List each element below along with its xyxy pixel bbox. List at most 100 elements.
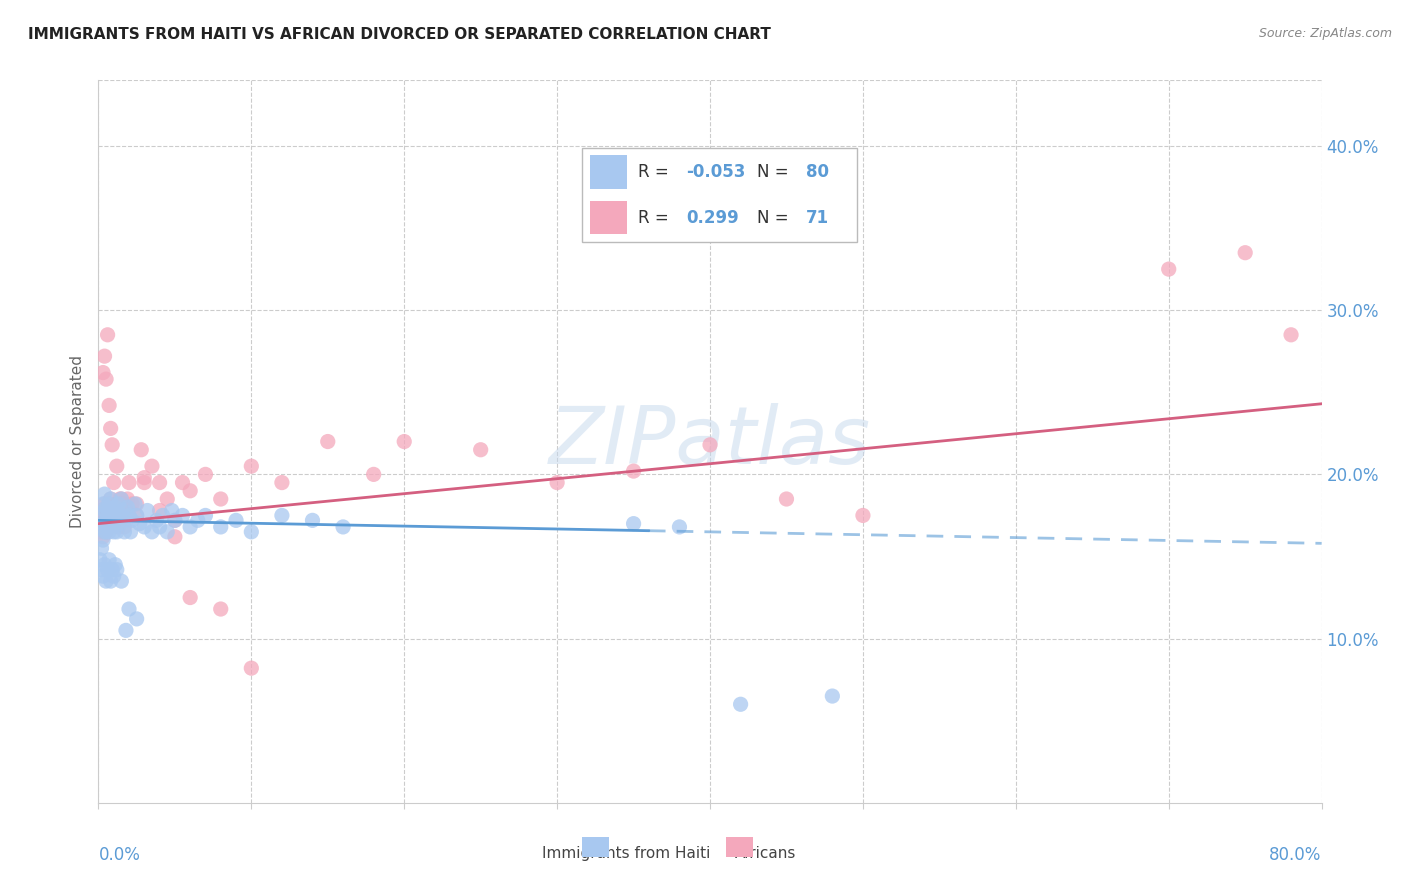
Point bbox=[93, 349, 115, 363]
Point bbox=[105, 508, 128, 523]
Point bbox=[90, 508, 112, 523]
Point bbox=[110, 508, 132, 523]
Point bbox=[172, 475, 194, 490]
Point bbox=[98, 497, 121, 511]
Point bbox=[470, 442, 492, 457]
Point bbox=[103, 569, 125, 583]
Point bbox=[101, 563, 124, 577]
Point bbox=[104, 513, 127, 527]
Point bbox=[179, 483, 201, 498]
Point bbox=[90, 541, 112, 556]
Point bbox=[93, 558, 115, 572]
Point bbox=[117, 500, 139, 515]
Point bbox=[187, 513, 209, 527]
Point bbox=[91, 508, 114, 523]
Point bbox=[101, 520, 124, 534]
Point bbox=[136, 503, 159, 517]
Point bbox=[94, 372, 117, 386]
Point bbox=[1157, 262, 1180, 277]
Point bbox=[103, 503, 125, 517]
Point bbox=[156, 524, 179, 539]
Point bbox=[93, 503, 115, 517]
Point bbox=[125, 508, 148, 523]
Point bbox=[89, 520, 111, 534]
Text: 71: 71 bbox=[806, 209, 828, 227]
Point bbox=[108, 516, 131, 531]
Point bbox=[125, 612, 148, 626]
Point bbox=[103, 475, 125, 490]
Point bbox=[104, 558, 127, 572]
Point bbox=[91, 366, 114, 380]
Point bbox=[316, 434, 339, 449]
Point bbox=[546, 475, 568, 490]
Point bbox=[163, 513, 186, 527]
Point bbox=[623, 464, 645, 478]
Point bbox=[209, 520, 232, 534]
Point bbox=[104, 508, 127, 523]
Point bbox=[91, 533, 114, 547]
Point bbox=[93, 524, 115, 539]
Point bbox=[94, 574, 117, 588]
Text: Immigrants from Haiti: Immigrants from Haiti bbox=[541, 847, 710, 861]
Point bbox=[101, 438, 124, 452]
Bar bbox=[591, 201, 627, 235]
Point bbox=[94, 513, 117, 527]
Point bbox=[149, 520, 172, 534]
Point bbox=[101, 508, 124, 523]
Point bbox=[149, 503, 172, 517]
Point bbox=[363, 467, 385, 482]
Point bbox=[89, 516, 111, 531]
Point bbox=[100, 491, 122, 506]
Point bbox=[392, 434, 416, 449]
Point bbox=[110, 574, 132, 588]
Point bbox=[209, 491, 232, 506]
Point bbox=[94, 513, 117, 527]
Point bbox=[270, 508, 292, 523]
Point bbox=[240, 459, 263, 474]
Point bbox=[105, 524, 128, 539]
Point bbox=[623, 516, 645, 531]
Point bbox=[101, 513, 124, 527]
Point bbox=[94, 524, 117, 539]
Point bbox=[668, 520, 690, 534]
Point bbox=[332, 520, 354, 534]
Point bbox=[90, 503, 112, 517]
Point bbox=[121, 513, 143, 527]
Point bbox=[118, 508, 141, 523]
Point bbox=[163, 513, 186, 527]
FancyBboxPatch shape bbox=[582, 148, 856, 243]
Text: N =: N = bbox=[758, 209, 794, 227]
Point bbox=[110, 491, 132, 506]
Point bbox=[107, 520, 129, 534]
Point bbox=[152, 508, 174, 523]
Point bbox=[225, 513, 247, 527]
Point bbox=[108, 491, 131, 506]
Bar bbox=[591, 155, 627, 188]
Bar bbox=[582, 837, 609, 857]
Point bbox=[301, 513, 323, 527]
Point bbox=[91, 497, 114, 511]
Point bbox=[145, 513, 167, 527]
Text: 0.0%: 0.0% bbox=[98, 847, 141, 864]
Point bbox=[112, 524, 135, 539]
Point bbox=[98, 497, 121, 511]
Point bbox=[128, 516, 150, 531]
Point bbox=[105, 563, 128, 577]
Point bbox=[112, 520, 135, 534]
Point bbox=[90, 563, 112, 577]
Point bbox=[110, 491, 132, 506]
Point bbox=[179, 520, 201, 534]
Point bbox=[103, 503, 125, 517]
Point bbox=[1234, 245, 1257, 260]
Point bbox=[97, 327, 120, 342]
Text: 80: 80 bbox=[806, 162, 828, 181]
Point bbox=[97, 503, 120, 517]
Point bbox=[125, 497, 148, 511]
Point bbox=[118, 508, 141, 523]
Text: N =: N = bbox=[758, 162, 794, 181]
Point bbox=[104, 500, 127, 515]
Point bbox=[121, 497, 143, 511]
Point bbox=[98, 503, 121, 517]
Point bbox=[172, 508, 194, 523]
Point bbox=[111, 497, 134, 511]
